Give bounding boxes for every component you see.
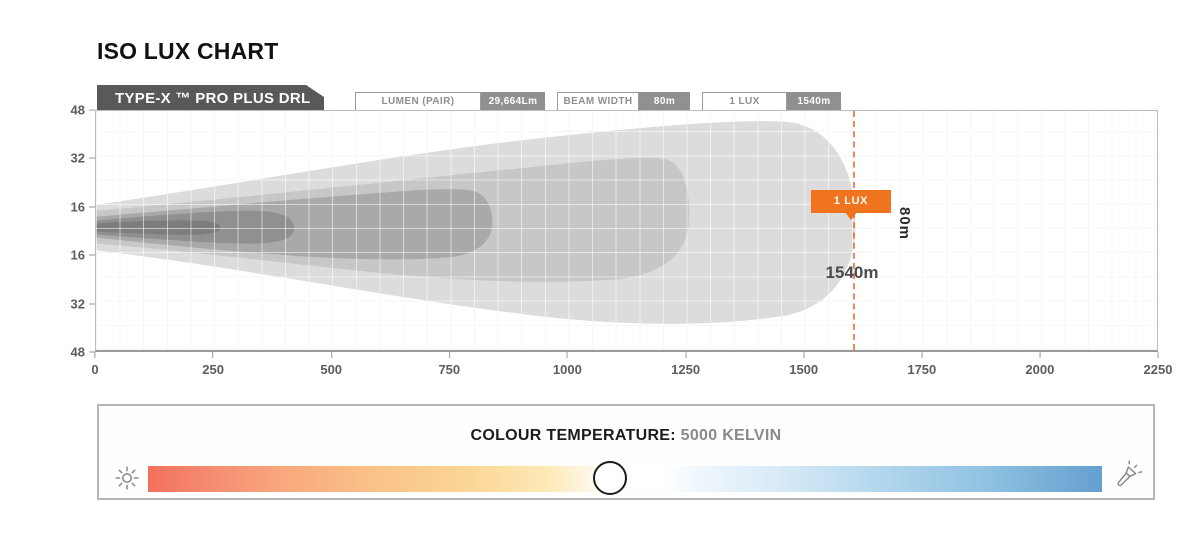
y-axis: 48 32 16 16 32 48	[56, 103, 95, 360]
x-tick-2000: 2000	[1025, 352, 1054, 377]
x-tick-1750: 1750	[907, 352, 936, 377]
x-tick-1000: 1000	[553, 352, 582, 377]
colour-temperature-label: COLOUR TEMPERATURE:	[470, 427, 676, 444]
x-tick-250: 250	[202, 352, 224, 377]
flashlight-icon	[1117, 460, 1143, 487]
x-tick-2250: 2250	[1144, 352, 1172, 377]
y-tick-16-bottom: 16	[71, 248, 95, 263]
x-tick-500: 500	[320, 352, 342, 377]
x-tick-1250: 1250	[671, 352, 700, 377]
y-tick-32-bottom: 32	[71, 296, 95, 311]
beam-width-annotation: 80m	[896, 207, 913, 241]
product-tab: TYPE-X ™ PRO PLUS DRL	[97, 85, 324, 112]
sun-icon	[115, 466, 139, 490]
stat-beam-width: BEAM WIDTH 80m	[557, 92, 690, 111]
x-tick-750: 750	[438, 352, 460, 377]
colour-temperature-panel: COLOUR TEMPERATURE: 5000 KELVIN	[97, 404, 1155, 500]
colour-temperature-value: 5000 KELVIN	[680, 427, 782, 444]
stat-lumen-pair: LUMEN (PAIR) 29,664Lm	[355, 92, 545, 111]
x-axis: 0 250 500 750 1000 1250 1500 1750 2000 2…	[91, 352, 1172, 382]
stat-lux-distance: 1 LUX DISTANCE 1540m	[702, 92, 841, 124]
stat-lumen-value: 29,664Lm	[481, 92, 545, 111]
one-lux-distance-annotation: 1540m	[825, 263, 879, 282]
x-tick-0: 0	[91, 352, 99, 377]
page-title: ISO LUX CHART	[97, 38, 279, 64]
y-tick-32-top: 32	[71, 151, 95, 166]
kelvin-marker	[593, 461, 627, 495]
stat-beam-width-label: BEAM WIDTH	[557, 92, 639, 111]
x-tick-1500: 1500	[789, 352, 818, 377]
isolux-contours	[96, 121, 856, 324]
stat-beam-width-value: 80m	[639, 92, 690, 111]
stat-lux-distance-value: 1540m	[787, 92, 841, 111]
stat-lumen-label: LUMEN (PAIR)	[355, 92, 481, 111]
beam-pattern-plot: 1 LUX 80m 1540m	[95, 110, 1158, 352]
one-lux-dashed-line	[853, 111, 855, 350]
y-tick-16-top: 16	[71, 199, 95, 214]
colour-temperature-title: COLOUR TEMPERATURE: 5000 KELVIN	[99, 427, 1153, 445]
one-lux-badge: 1 LUX	[811, 190, 891, 220]
stat-lux-distance-label: 1 LUX DISTANCE	[702, 92, 787, 124]
y-tick-48-bottom: 48	[71, 345, 95, 360]
y-tick-48-top: 48	[71, 103, 95, 118]
